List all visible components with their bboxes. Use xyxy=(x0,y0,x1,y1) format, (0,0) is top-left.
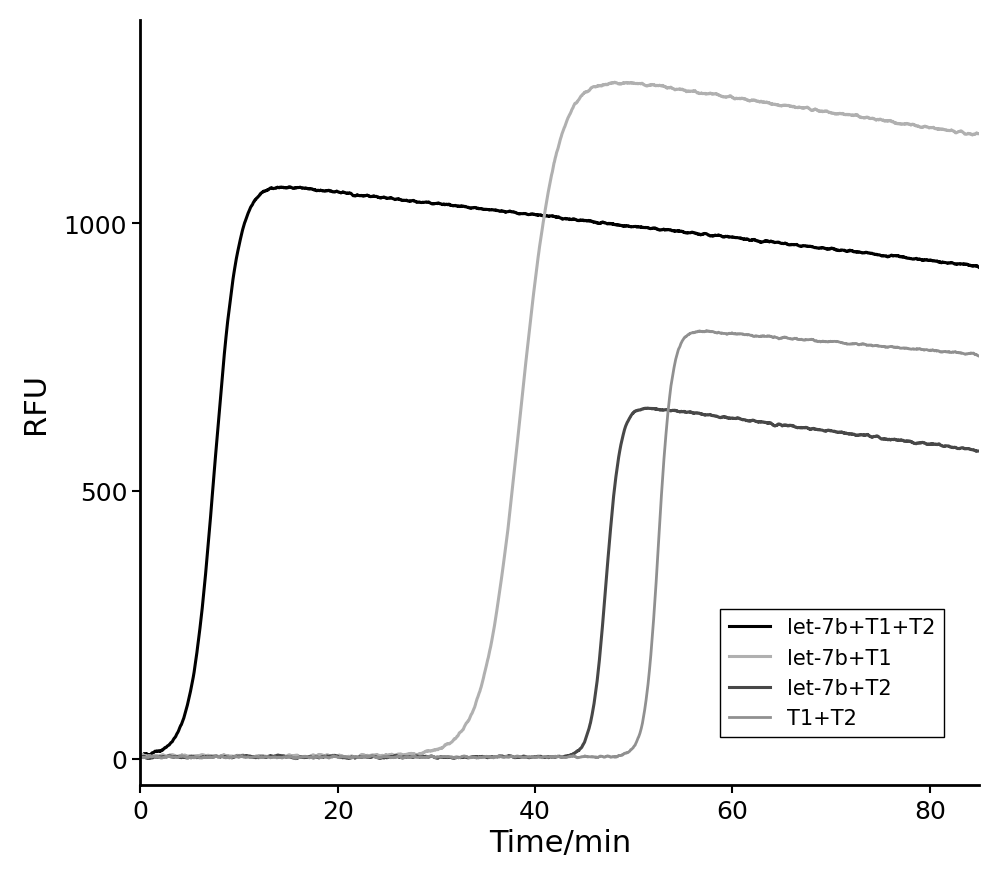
let-7b+T1 xyxy=(280,752,292,762)
let-7b+T1+T2 xyxy=(957,260,969,270)
let-7b+T2 xyxy=(867,432,879,443)
T1+T2 xyxy=(230,752,242,762)
let-7b+T1+T2 xyxy=(230,255,242,266)
let-7b+T1+T2 xyxy=(867,249,879,260)
T1+T2 xyxy=(456,752,468,762)
T1+T2 xyxy=(701,326,713,336)
let-7b+T1 xyxy=(296,752,308,763)
let-7b+T1 xyxy=(609,78,621,89)
let-7b+T1 xyxy=(134,751,146,761)
T1+T2 xyxy=(280,752,292,762)
let-7b+T1 xyxy=(456,725,468,736)
Y-axis label: RFU: RFU xyxy=(21,372,50,434)
let-7b+T2 xyxy=(230,752,242,762)
let-7b+T1+T2 xyxy=(134,752,146,762)
let-7b+T2 xyxy=(973,446,985,457)
let-7b+T2 xyxy=(134,752,146,762)
let-7b+T1+T2 xyxy=(456,202,468,212)
let-7b+T1+T2 xyxy=(280,184,292,194)
let-7b+T2 xyxy=(957,443,969,454)
T1+T2 xyxy=(290,753,302,764)
Line: let-7b+T1+T2: let-7b+T1+T2 xyxy=(140,188,979,757)
let-7b+T1 xyxy=(230,751,242,761)
let-7b+T1+T2 xyxy=(493,206,505,217)
T1+T2 xyxy=(493,752,505,762)
Line: let-7b+T2: let-7b+T2 xyxy=(140,408,979,759)
let-7b+T2 xyxy=(456,752,468,763)
Legend: let-7b+T1+T2, let-7b+T1, let-7b+T2, T1+T2: let-7b+T1+T2, let-7b+T1, let-7b+T2, T1+T… xyxy=(720,609,944,737)
let-7b+T1 xyxy=(867,114,879,125)
let-7b+T1 xyxy=(957,128,969,139)
let-7b+T2 xyxy=(280,752,292,763)
let-7b+T2 xyxy=(290,753,302,764)
T1+T2 xyxy=(957,349,969,359)
let-7b+T2 xyxy=(642,403,654,414)
Line: let-7b+T1: let-7b+T1 xyxy=(140,83,979,758)
let-7b+T2 xyxy=(493,751,505,761)
let-7b+T1 xyxy=(493,593,505,603)
X-axis label: Time/min: Time/min xyxy=(489,828,631,857)
let-7b+T1+T2 xyxy=(973,263,985,274)
T1+T2 xyxy=(973,351,985,362)
Line: T1+T2: T1+T2 xyxy=(140,331,979,759)
let-7b+T1 xyxy=(973,129,985,140)
T1+T2 xyxy=(867,342,879,352)
let-7b+T1+T2 xyxy=(283,183,295,193)
T1+T2 xyxy=(134,751,146,761)
